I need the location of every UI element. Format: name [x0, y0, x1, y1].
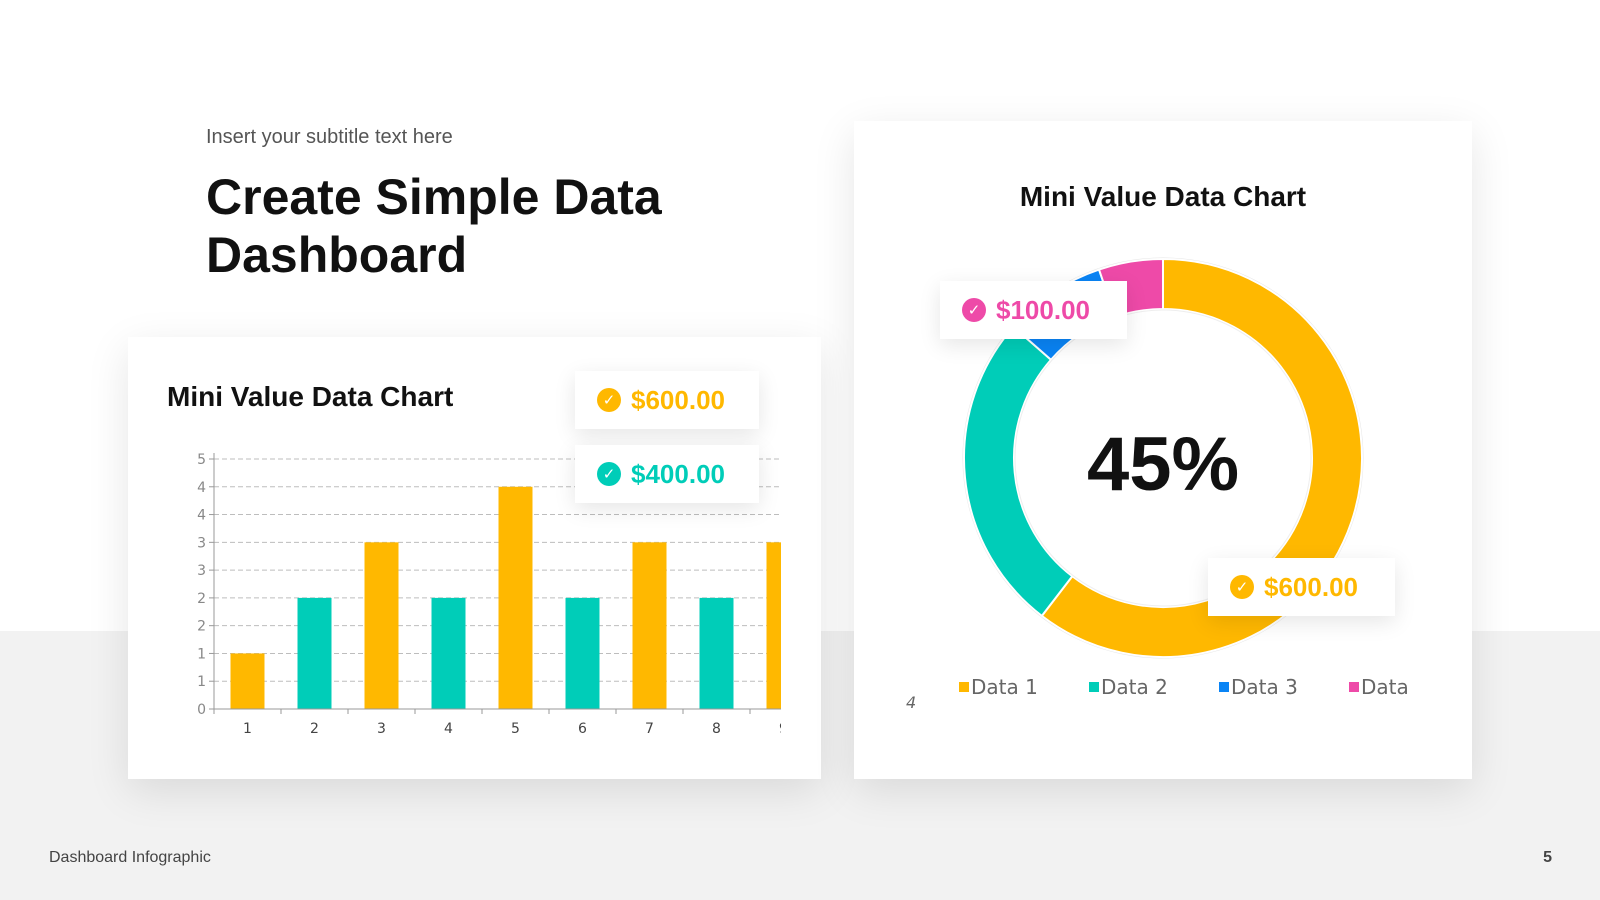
- bar: [230, 653, 265, 709]
- legend-label: Data 3: [1231, 675, 1298, 699]
- x-tick-label: 7: [645, 721, 654, 737]
- bar: [498, 486, 533, 709]
- y-tick-label: 4: [197, 508, 206, 524]
- x-tick-label: 2: [310, 721, 319, 737]
- page-title: Create Simple Data Dashboard: [206, 169, 662, 283]
- legend-swatch: [1219, 682, 1229, 692]
- y-tick-label: 1: [197, 646, 206, 662]
- bar-chart-title: Mini Value Data Chart: [167, 381, 454, 412]
- legend-swatch: [1349, 682, 1359, 692]
- badge-value: $100.00: [996, 294, 1090, 325]
- bar: [766, 542, 781, 709]
- bar: [632, 542, 667, 709]
- legend-swatch: [1089, 682, 1099, 692]
- check-circle-icon: ✓: [597, 388, 621, 412]
- legend-label: Data 1: [971, 675, 1038, 699]
- y-tick-label: 4: [197, 480, 206, 496]
- y-tick-label: 2: [197, 619, 206, 635]
- donut-slice: [1040, 257, 1363, 658]
- legend-item: Data 3: [1219, 675, 1349, 699]
- badge-value: $600.00: [1264, 571, 1358, 602]
- check-circle-icon: ✓: [1230, 575, 1254, 599]
- donut-legend: Data 1 Data 2 Data 3 Data: [959, 675, 1479, 699]
- check-circle-icon: ✓: [597, 462, 621, 486]
- x-tick-label: 8: [712, 721, 721, 737]
- bar: [565, 597, 600, 709]
- x-tick-label: 5: [511, 721, 520, 737]
- y-tick-label: 1: [197, 674, 206, 690]
- x-tick-label: 4: [444, 721, 453, 737]
- bar: [699, 597, 734, 709]
- check-circle-icon: ✓: [962, 298, 986, 322]
- bar: [297, 597, 332, 709]
- y-tick-label: 0: [197, 702, 206, 718]
- donut-center-value: 45%: [1086, 422, 1240, 507]
- value-badge-600: ✓ $600.00: [1208, 558, 1395, 616]
- legend-item: Data 1: [959, 675, 1089, 699]
- y-tick-label: 3: [197, 563, 206, 579]
- legend-item: Data: [1349, 675, 1479, 699]
- x-tick-label: 3: [377, 721, 386, 737]
- donut-inner-outline: [1014, 309, 1312, 607]
- value-badge-100: ✓ $100.00: [940, 281, 1127, 339]
- page-subtitle: Insert your subtitle text here: [206, 126, 453, 148]
- y-tick-label: 2: [197, 591, 206, 607]
- bar: [364, 542, 399, 709]
- legend-label: Data: [1361, 675, 1409, 699]
- y-tick-label: 5: [197, 452, 206, 468]
- bar-chart-card: Mini Value Data Chart 1 2 3 4 5 6 7 8 9 0 1 1 2 2 3 3 4 4…: [128, 337, 821, 779]
- legend-item: Data 2: [1089, 675, 1219, 699]
- x-tick-label: 6: [578, 721, 587, 737]
- value-badge-400: ✓ $400.00: [575, 445, 759, 503]
- legend-label: Data 2: [1101, 675, 1168, 699]
- badge-value: $400.00: [631, 458, 725, 489]
- x-tick-label: 1: [243, 721, 252, 737]
- y-tick-label: 3: [197, 535, 206, 551]
- donut-chart-card: Mini Value Data Chart 45% ✓ $100.00 ✓ $6…: [854, 121, 1472, 779]
- page-number: 5: [1543, 849, 1552, 866]
- donut-chart-title: Mini Value Data Chart: [1019, 181, 1307, 212]
- x-tick-label: 9: [779, 721, 788, 737]
- legend-overflow-label: 4: [906, 693, 917, 712]
- bar: [431, 597, 466, 709]
- value-badge-600: ✓ $600.00: [575, 371, 759, 429]
- badge-value: $600.00: [631, 384, 725, 415]
- footer-label: Dashboard Infographic: [49, 849, 211, 866]
- legend-swatch: [959, 682, 969, 692]
